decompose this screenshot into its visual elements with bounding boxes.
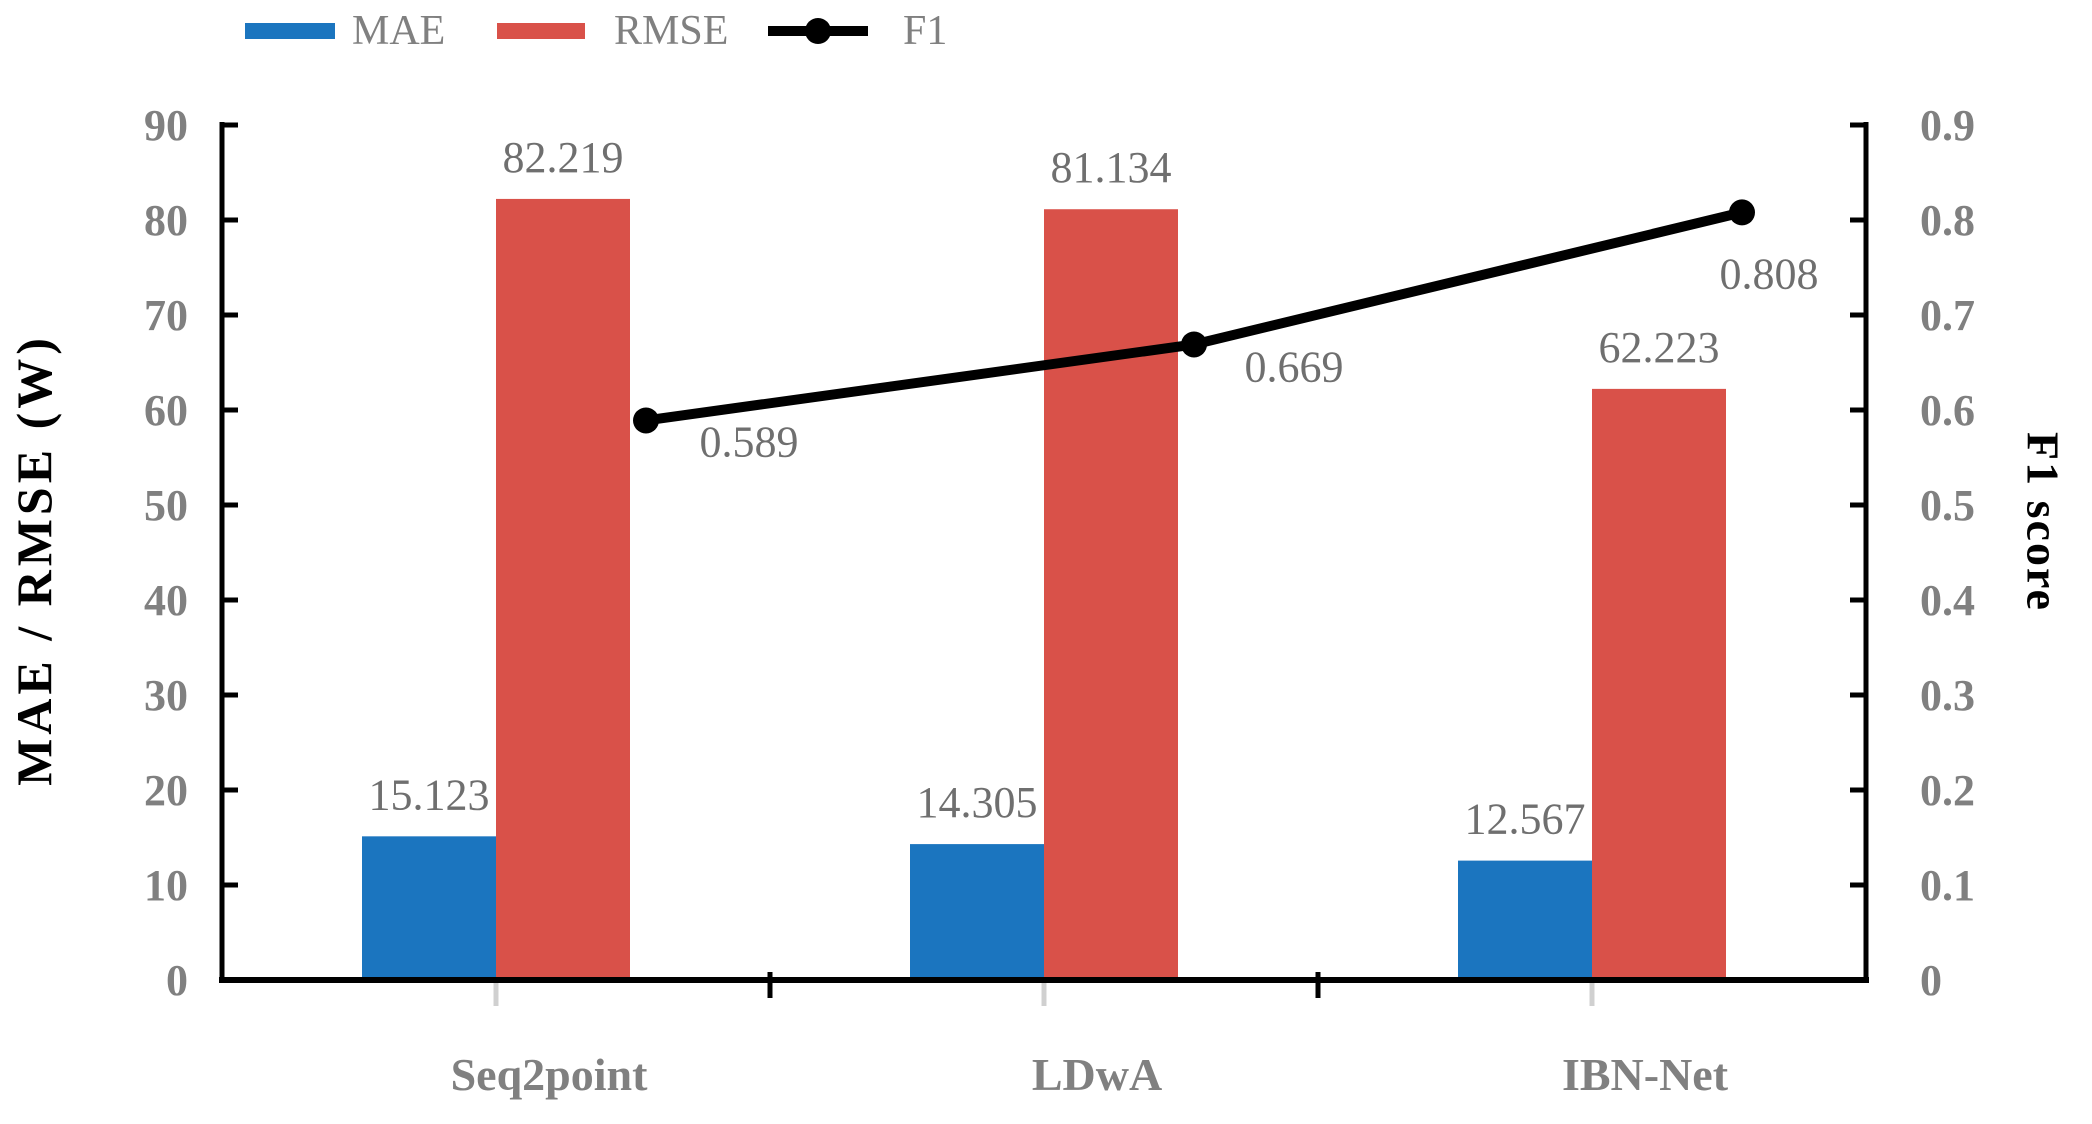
bar-rmse-ibn-net [1592,388,1726,981]
bar-mae-ldwa [910,844,1044,980]
bar-value-label: 12.567 [1465,795,1586,844]
bar-value-label: 62.223 [1599,323,1720,372]
right-axis-tick-label: 0.2 [1920,766,1975,815]
f1-point-ldwa [1181,331,1207,358]
legend-label-f1: F1 [903,8,948,54]
legend-label-rmse: RMSE [614,8,729,54]
right-axis-tick-label: 0.1 [1920,861,1975,910]
bar-mae-ibn-net [1458,860,1592,980]
f1-line [645,207,1744,426]
bar-value-label: 81.134 [1051,143,1172,192]
bar-mae-seq2point [362,836,496,980]
legend-swatch-rmse [497,23,585,39]
f1-point-ibn-net [1729,199,1755,226]
bar-rmse-ldwa [1044,209,1178,981]
right-axis-tick-label: 0 [1920,956,1942,1005]
bar-value-label: 14.305 [917,778,1038,827]
bar-rmse-seq2point [496,198,630,980]
left-axis-tick-label: 30 [144,671,188,720]
bar-value-label: 82.219 [503,133,624,182]
left-axis-tick-label: 60 [144,386,188,435]
category-label-ldwa: LDwA [1032,1049,1162,1100]
left-axis-tick-label: 50 [144,481,188,530]
left-axis-tick-label: 40 [144,576,188,625]
left-axis-tick-label: 10 [144,861,188,910]
left-axis-tick-label: 90 [144,101,188,150]
right-axis-tick-label: 0.8 [1920,196,1975,245]
right-axis-tick-label: 0.3 [1920,671,1975,720]
legend-swatch-mae [245,23,335,39]
left-axis-tick-label: 0 [166,956,188,1005]
right-axis-tick-label: 0.5 [1920,481,1975,530]
category-label-seq2point: Seq2point [451,1049,649,1100]
f1-value-label: 0.589 [700,417,799,466]
right-axis-tick-label: 0.9 [1920,101,1975,150]
category-label-ibn-net: IBN-Net [1562,1049,1729,1100]
left-axis-tick-label: 20 [144,766,188,815]
f1-point-seq2point [633,407,659,434]
right-axis-tick-label: 0.4 [1920,576,1975,625]
legend-label-mae: MAE [352,8,446,54]
right-axis-tick-label: 0.6 [1920,386,1975,435]
left-axis-tick-label: 80 [144,196,188,245]
left-axis-tick-label: 70 [144,291,188,340]
right-axis-tick-label: 0.7 [1920,291,1975,340]
f1-value-label: 0.669 [1245,342,1344,391]
bar-value-label: 15.123 [369,770,490,819]
legend-marker-icon [805,18,831,44]
f1-value-label: 0.808 [1720,249,1819,298]
